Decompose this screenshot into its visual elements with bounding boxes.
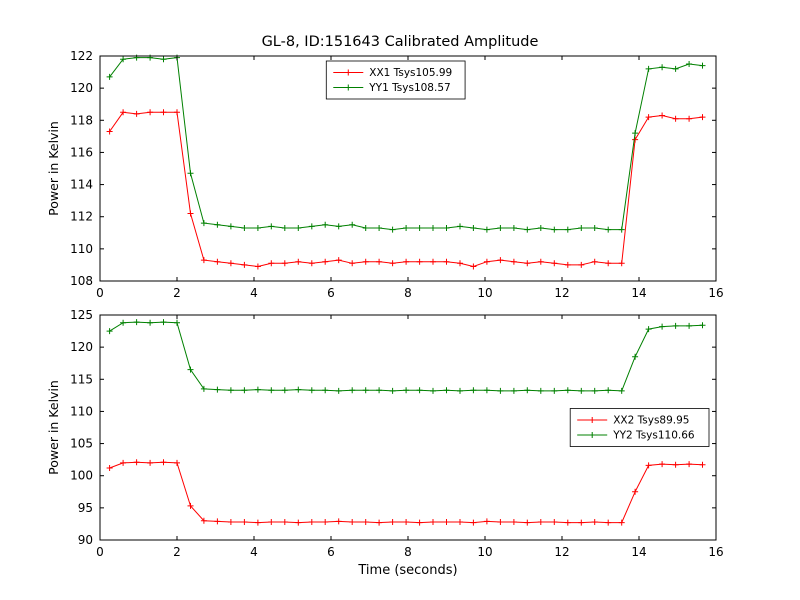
legend-box — [325, 60, 466, 100]
x-tick-label: 8 — [404, 545, 412, 559]
x-tick-label: 2 — [173, 545, 181, 559]
x-tick-label: 14 — [631, 545, 646, 559]
y-tick-label: 110 — [70, 242, 93, 256]
x-tick-label: 16 — [708, 545, 723, 559]
y-tick-label: 95 — [78, 501, 93, 515]
y-tick-label: 105 — [70, 437, 93, 451]
series-plus-markers-XX1 — [106, 109, 706, 270]
x-tick-label: 14 — [631, 286, 646, 300]
y-tick-label: 120 — [70, 81, 93, 95]
y-axis-label: Power in Kelvin — [46, 380, 61, 475]
y-tick-label: 114 — [70, 178, 93, 192]
legend-label: YY2 Tsys110.66 — [612, 430, 695, 442]
legend-sample-plus-marker — [589, 417, 596, 423]
y-tick-label: 115 — [70, 372, 93, 386]
y-tick-label: 108 — [70, 274, 93, 288]
legend: XX1 Tsys105.99 YY1 Tsys108.57 — [325, 60, 466, 100]
y-tick-label: 120 — [70, 340, 93, 354]
bottom-subplot: 0 2 4 6 8 10 12 14 16 90 95 100 105 110 115 120 125 Power… — [46, 308, 724, 578]
legend-label: XX1 Tsys105.99 — [369, 67, 452, 79]
x-tick-label: 6 — [327, 286, 335, 300]
y-tick-label: 125 — [70, 308, 93, 322]
legend: XX2 Tsys89.95 YY2 Tsys110.66 — [569, 408, 710, 447]
x-tick-label: 6 — [327, 545, 335, 559]
x-tick-label: 0 — [96, 545, 104, 559]
x-tick-label: 2 — [173, 286, 181, 300]
legend-box — [569, 408, 710, 447]
legend-sample-plus-marker — [589, 432, 596, 438]
x-tick-label: 16 — [708, 286, 723, 300]
x-axis-label: Time (seconds) — [357, 563, 457, 578]
series-plus-markers-YY2 — [106, 319, 706, 394]
x-tick-label: 12 — [554, 545, 569, 559]
y-tick-label: 116 — [70, 145, 93, 159]
x-tick-label: 0 — [96, 286, 104, 300]
y-tick-label: 118 — [70, 113, 93, 127]
y-tick-label: 100 — [70, 469, 93, 483]
legend-label: XX2 Tsys89.95 — [613, 415, 689, 427]
top-subplot: 0 2 4 6 8 10 12 14 16 108 110 112 114 116 118 120 122 Pow… — [46, 49, 724, 300]
x-tick-label: 10 — [477, 545, 492, 559]
series-plus-markers-XX2 — [106, 459, 706, 526]
y-tick-label: 90 — [78, 533, 93, 547]
x-tick-label: 4 — [250, 545, 258, 559]
y-axis-label: Power in Kelvin — [46, 121, 61, 216]
y-tick-label: 112 — [70, 210, 93, 224]
y-tick-label: 110 — [70, 404, 93, 418]
x-tick-label: 4 — [250, 286, 258, 300]
legend-label: YY1 Tsys108.57 — [368, 82, 450, 94]
legend-sample-plus-marker — [345, 84, 352, 91]
x-tick-label: 12 — [554, 286, 569, 300]
legend-sample-plus-marker — [345, 69, 352, 76]
figure-title: GL-8, ID:151643 Calibrated Amplitude — [261, 34, 539, 50]
y-tick-label: 122 — [70, 49, 93, 63]
x-tick-label: 10 — [477, 286, 492, 300]
x-tick-label: 8 — [404, 286, 412, 300]
